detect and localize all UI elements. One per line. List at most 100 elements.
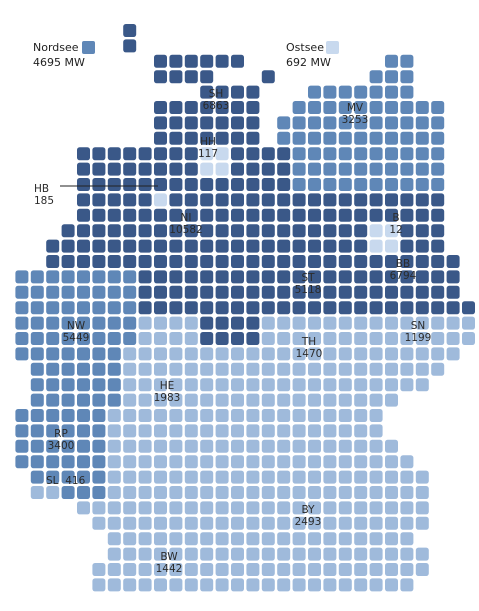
- tile-ni: [154, 224, 167, 238]
- tile-mv: [292, 116, 306, 130]
- tile-bb: [400, 224, 414, 238]
- tile-he: [200, 378, 214, 392]
- tile-by: [354, 501, 368, 515]
- tile-bb: [323, 193, 337, 207]
- tile-bw: [92, 563, 106, 576]
- tile-by: [246, 455, 260, 469]
- state-value-nw: 5449: [62, 332, 90, 344]
- legend-nordsee-swatch: [82, 41, 95, 54]
- tile-bw: [123, 547, 137, 561]
- tile-th: [277, 347, 291, 361]
- state-value-by: 2493: [294, 516, 322, 528]
- tile-by: [215, 424, 229, 438]
- tile-sn: [400, 362, 414, 376]
- tile-ni: [138, 239, 152, 253]
- tile-ni: [61, 255, 75, 268]
- tile-nw: [77, 316, 90, 330]
- tile-by: [200, 501, 214, 515]
- tile-bb: [400, 285, 414, 299]
- tile-sh: [215, 54, 229, 68]
- tile-by: [354, 516, 368, 530]
- tile-by: [215, 578, 229, 592]
- tile-nw: [107, 301, 121, 315]
- tile-nw: [15, 270, 29, 284]
- tile-rp: [92, 439, 106, 453]
- tile-nw: [92, 347, 106, 361]
- tile-by: [338, 563, 352, 576]
- state-label-bw: BW 1442: [151, 551, 187, 575]
- tile-ni: [123, 239, 137, 253]
- tile-by: [369, 424, 383, 438]
- tile-st: [277, 301, 291, 315]
- tile-bb: [431, 193, 445, 207]
- state-name-th: TH: [301, 336, 317, 348]
- tile-mv: [385, 85, 398, 99]
- tile-he: [138, 439, 152, 453]
- tile-sn: [385, 332, 398, 345]
- state-label-hh: HH 117: [192, 136, 224, 160]
- tile-sh: [92, 162, 106, 176]
- tile-mv: [338, 131, 352, 145]
- tile-nw: [123, 332, 137, 345]
- tile-he: [169, 455, 183, 469]
- tile-he: [231, 393, 244, 407]
- tile-st: [308, 270, 321, 284]
- tile-hh: [215, 162, 229, 176]
- tile-rp: [46, 424, 60, 438]
- tile-nw: [61, 393, 75, 407]
- tile-ni: [246, 224, 260, 238]
- tile-he: [215, 393, 229, 407]
- tile-bb: [431, 301, 445, 315]
- tile-th: [292, 347, 306, 361]
- tile-b: [385, 239, 398, 253]
- tile-ni: [154, 301, 167, 315]
- tile-he: [107, 486, 121, 499]
- tile-rp: [61, 486, 75, 499]
- tile-rp: [61, 409, 75, 422]
- tile-sn: [446, 347, 460, 361]
- tile-bw: [184, 532, 198, 546]
- state-label-nw: NW 5449: [58, 320, 94, 344]
- tile-ni: [107, 193, 121, 207]
- tile-ni: [292, 193, 306, 207]
- tile-th: [261, 378, 275, 392]
- tile-by: [231, 501, 244, 515]
- tile-mv: [385, 101, 398, 114]
- tile-rp: [61, 455, 75, 469]
- tile-by: [292, 578, 306, 592]
- tile-by: [261, 455, 275, 469]
- tile-sn: [415, 316, 429, 330]
- tile-mv: [323, 85, 337, 99]
- tile-by: [231, 486, 244, 499]
- tile-bb: [446, 285, 460, 299]
- state-value-bb: 6794: [389, 270, 417, 282]
- tile-by: [200, 532, 214, 546]
- tile-sh: [107, 162, 121, 176]
- tile-sh: [215, 101, 229, 114]
- tile-sh: [184, 162, 198, 176]
- state-name-st: ST: [301, 272, 315, 284]
- tile-by: [292, 563, 306, 576]
- tile-ni: [261, 193, 275, 207]
- tile-bb: [369, 193, 383, 207]
- tile-bw: [138, 547, 152, 561]
- tile-ni: [184, 224, 198, 238]
- state-label-sn: SN 1199: [400, 320, 436, 344]
- tile-by: [231, 563, 244, 576]
- tile-bb: [415, 285, 429, 299]
- tile-by: [292, 532, 306, 546]
- tile-by: [246, 501, 260, 515]
- tile-mv: [323, 178, 337, 191]
- tile-rp: [92, 470, 106, 484]
- tile-bb: [385, 301, 398, 315]
- tile-by: [308, 409, 321, 422]
- tile-sh: [154, 101, 167, 114]
- tile-st: [308, 285, 321, 299]
- tile-mv: [415, 162, 429, 176]
- tile-sh: [92, 147, 106, 161]
- tile-by: [261, 501, 275, 515]
- tile-nw: [123, 270, 137, 284]
- tile-sh: [138, 162, 152, 176]
- tile-by: [415, 486, 429, 499]
